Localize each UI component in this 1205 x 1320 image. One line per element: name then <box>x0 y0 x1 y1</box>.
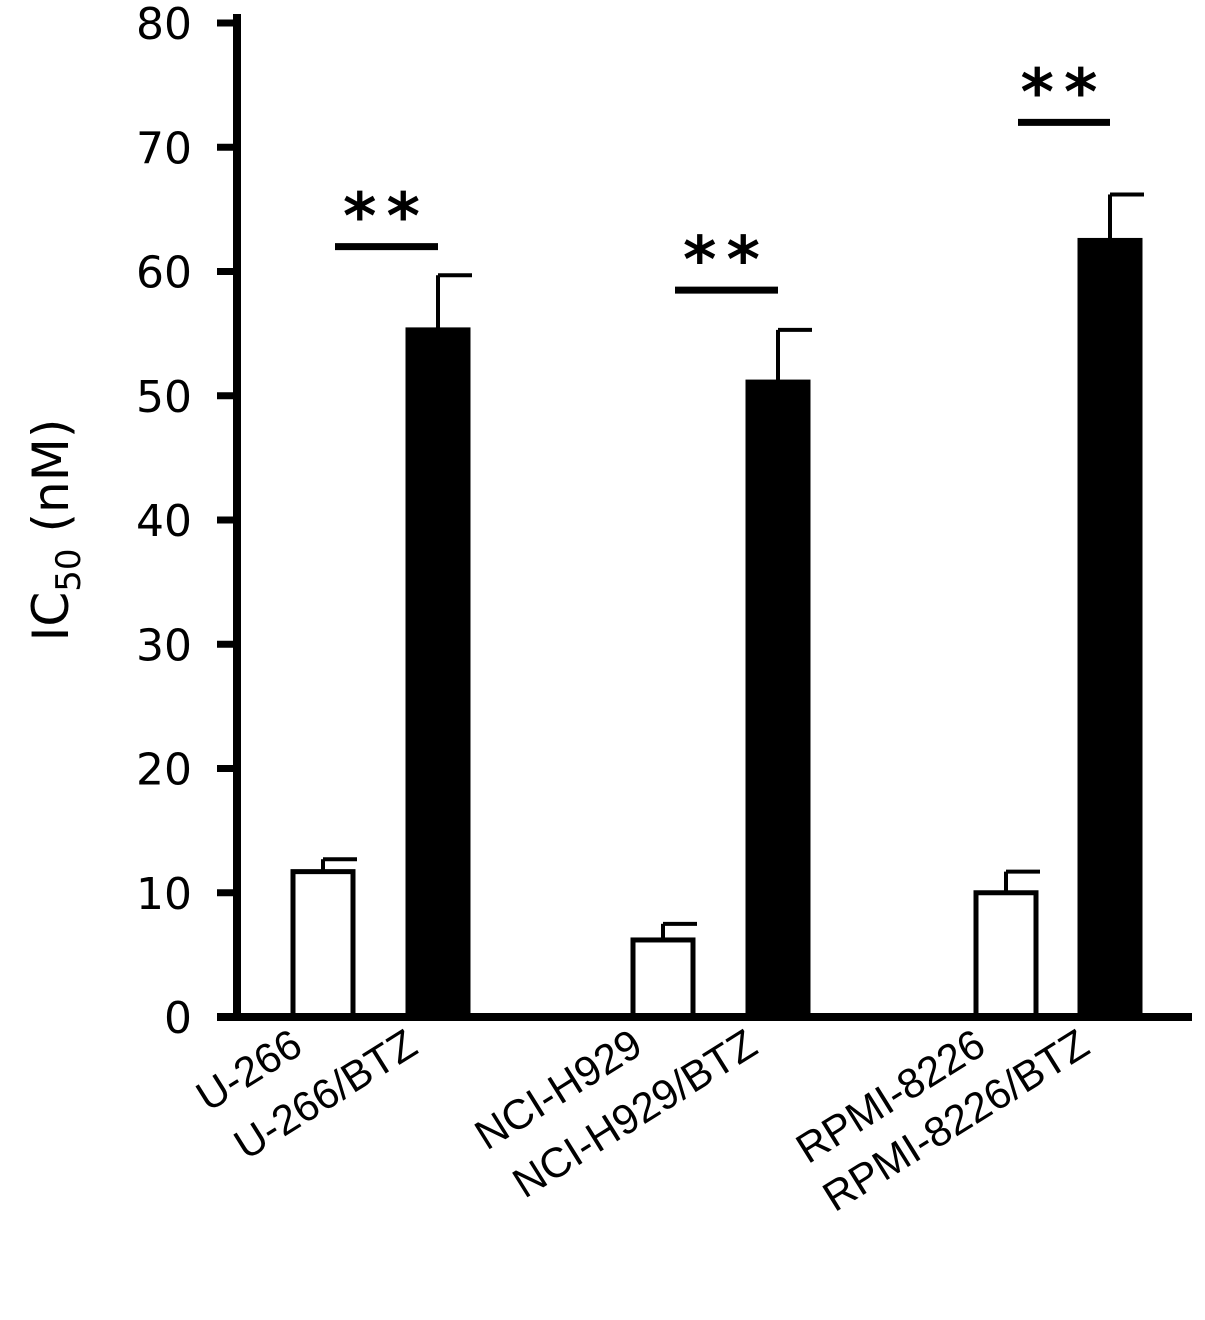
bar-rpmi-8226-btz <box>1077 237 1143 1020</box>
y-tick-label: 10 <box>136 869 192 920</box>
significance-label: ** <box>1021 56 1108 130</box>
y-tick-label: 50 <box>136 372 192 423</box>
y-tick-label: 60 <box>136 248 192 299</box>
bar-u-266-btz <box>405 327 471 1020</box>
significance-label: ** <box>683 224 770 298</box>
y-axis-label: IC50 (nM) <box>22 419 89 642</box>
y-tick-label: 0 <box>164 993 192 1044</box>
significance-label: ** <box>343 181 430 255</box>
bar-u-266 <box>290 869 356 1020</box>
y-tick-label: 80 <box>136 0 192 50</box>
bar-rpmi-8226 <box>973 890 1039 1020</box>
bar-nci-h929 <box>630 937 696 1020</box>
y-tick-label: 70 <box>136 123 192 174</box>
y-tick-label: 30 <box>136 620 192 671</box>
bar-nci-h929-btz <box>745 379 811 1020</box>
y-tick-label: 20 <box>136 745 192 796</box>
y-axis-label-unit: (nM) <box>22 419 80 533</box>
y-axis-label-subscript: 50 <box>49 548 89 591</box>
y-axis-label-main: IC <box>22 592 80 642</box>
y-tick-label: 40 <box>136 496 192 547</box>
